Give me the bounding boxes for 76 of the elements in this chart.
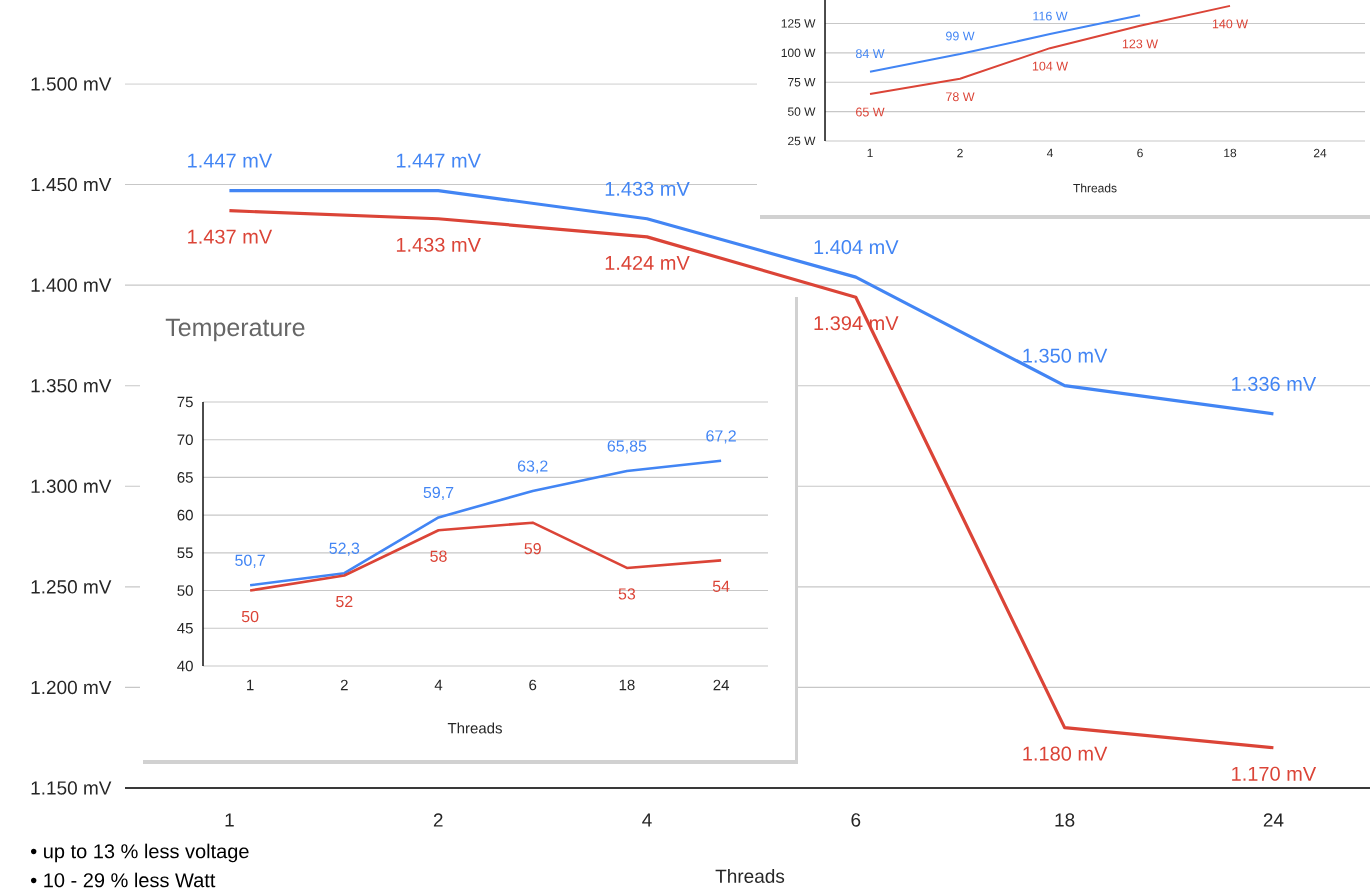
data-label: 59 [524,543,541,555]
data-label: 1.170 mV [1232,766,1317,781]
x-axis-title: Threads [447,722,502,734]
x-axis-title: Threads [1073,183,1117,193]
x-tick-label: 2 [340,679,348,691]
x-tick-label: 2 [957,148,963,158]
data-label: 1.180 mV [1023,746,1108,761]
data-label: 1.437 mV [188,229,273,244]
data-label: 1.433 mV [605,181,690,196]
data-label: 50 [241,610,259,623]
y-tick-label: 1.250 mV [31,580,112,594]
x-tick-label: 6 [1137,148,1143,158]
data-label: 1.447 mV [396,153,481,168]
y-tick-label: 125 W [781,19,816,28]
y-tick-label: 70 [177,434,193,446]
x-tick-label: 4 [1046,148,1053,158]
data-label: 65 W [856,107,885,117]
data-label: 1.336 mV [1232,376,1317,391]
x-tick-label: 6 [851,813,861,827]
x-tick-label: 1 [225,813,234,827]
x-tick-label: 4 [642,813,652,827]
y-tick-label: 65 [177,472,193,483]
y-tick-label: 1.450 mV [31,177,112,192]
x-tick-label: 2 [433,813,443,827]
x-tick-label: 1 [247,679,254,691]
text: • up to 13 % less voltage [30,843,249,863]
y-tick-label: 60 [177,509,193,521]
x-axis-title: Threads [715,869,785,883]
x-tick-label: 4 [434,679,443,691]
y-tick-label: 75 W [788,78,816,87]
data-label: 59,7 [423,486,454,500]
data-label: 1.433 mV [396,237,481,252]
data-label: 99 W [946,31,975,41]
y-tick-label: 1.200 mV [31,680,112,695]
x-tick-label: 24 [1263,813,1284,827]
text: • 10 - 29 % less Watt [30,872,216,888]
data-label: 1.404 mV [814,240,899,255]
data-label: 1.447 mV [188,153,273,168]
data-label: 58 [430,550,447,562]
data-label: 50,7 [235,554,265,568]
x-tick-label: 6 [529,679,537,691]
data-label: 67,2 [706,430,736,444]
data-label: 78 W [946,92,975,102]
data-label: 54 [712,580,730,592]
data-label: 1.350 mV [1023,348,1108,363]
x-tick-label: 18 [1224,148,1237,158]
data-label: 84 W [855,49,885,59]
y-tick-label: 1.400 mV [31,278,112,292]
data-label: 52,3 [329,542,360,556]
y-tick-label: 1.500 mV [31,77,112,91]
y-tick-label: 50 [177,585,193,596]
y-tick-label: 50 W [787,107,816,116]
y-tick-label: 55 [177,547,193,559]
data-label: 116 W [1033,11,1068,21]
data-label: 53 [618,588,636,600]
chart-title: Temperature [165,318,305,342]
data-label: 104 W [1032,61,1069,71]
data-label: 65,85 [607,440,647,454]
x-tick-label: 1 [867,148,873,158]
data-label: 140 W [1212,19,1249,29]
y-tick-label: 1.300 mV [31,479,112,493]
data-label: 52 [336,595,353,608]
y-tick-label: 1.150 mV [31,781,112,795]
x-tick-label: 18 [1055,813,1075,827]
x-tick-label: 24 [1313,148,1327,158]
x-tick-label: 24 [713,679,730,691]
data-label: 1.424 mV [605,255,690,270]
x-tick-label: 18 [619,679,635,691]
data-label: 63,2 [517,460,548,474]
y-tick-label: 75 [177,396,193,408]
data-label: 123 W [1122,39,1159,49]
y-tick-label: 100 W [781,48,816,58]
y-tick-label: 40 [177,660,193,672]
y-tick-label: 1.350 mV [31,378,112,393]
y-tick-label: 45 [177,623,193,634]
y-tick-label: 25 W [788,136,816,146]
